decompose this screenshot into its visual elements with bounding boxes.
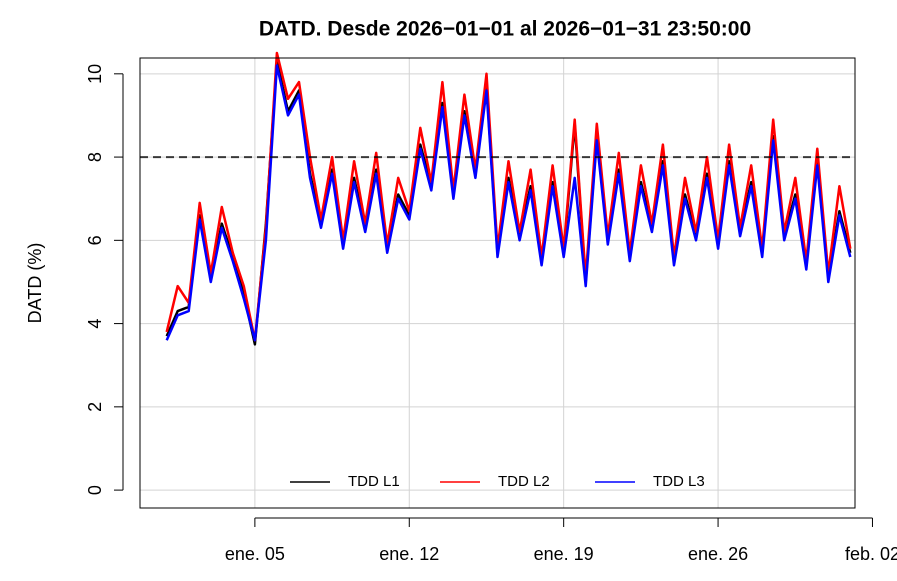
y-tick-label: 0 <box>85 485 105 495</box>
chart-title: DATD. Desde 2026−01−01 al 2026−01−31 23:… <box>259 18 751 41</box>
y-axis-label: DATD (%) <box>25 243 45 324</box>
y-tick-label: 2 <box>85 402 105 412</box>
legend-label: TDD L1 <box>348 473 400 490</box>
legend-label: TDD L2 <box>498 473 550 490</box>
x-tick-label: ene. 05 <box>225 544 285 564</box>
y-tick-label: 8 <box>85 152 105 162</box>
plot-border <box>139 57 856 509</box>
x-tick-label: feb. 02 <box>845 544 897 564</box>
x-tick-label: ene. 12 <box>379 544 439 564</box>
x-tick-label: ene. 26 <box>688 544 748 564</box>
legend-label: TDD L3 <box>653 473 705 490</box>
y-tick-label: 6 <box>85 235 105 245</box>
series-line <box>165 51 852 342</box>
y-tick-label: 4 <box>85 319 105 329</box>
y-tick-label: 10 <box>85 64 105 84</box>
series-line <box>165 64 852 342</box>
x-tick-label: ene. 19 <box>534 544 594 564</box>
